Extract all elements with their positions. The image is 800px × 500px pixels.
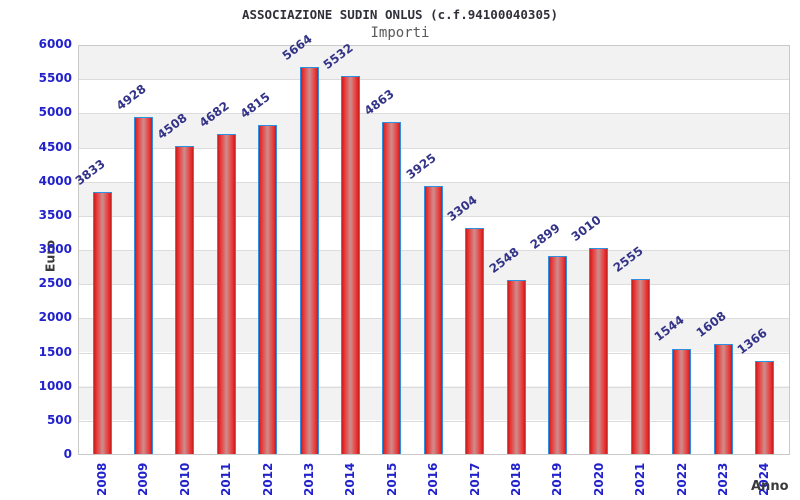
y-tick-label: 3000	[38, 242, 72, 256]
y-tick-label: 0	[63, 447, 72, 461]
bar-2018	[506, 279, 526, 454]
y-tick-label: 4000	[38, 173, 72, 188]
gridline	[79, 181, 789, 183]
x-tick-label: 2013	[302, 462, 316, 496]
chart-title: ASSOCIAZIONE SUDIN ONLUS (c.f.9410004030…	[241, 7, 559, 22]
bar-2024	[754, 360, 774, 454]
x-tick-label: 2010	[177, 462, 192, 496]
y-tick-label: 4500	[38, 139, 72, 154]
x-tick-label: 2019	[550, 462, 565, 496]
x-tick-label: 2016	[426, 462, 441, 496]
x-tick-label: 2008	[95, 462, 109, 496]
y-tick-label: 5000	[38, 105, 72, 120]
bar-2020	[589, 248, 609, 454]
x-tick-label: 2014	[343, 462, 358, 496]
gridline	[79, 147, 789, 149]
x-tick-label: 2018	[509, 462, 523, 496]
bar-2019	[547, 255, 567, 454]
x-tick-label: 2022	[674, 462, 689, 496]
x-tick-label: 2021	[633, 462, 648, 496]
bar-2016	[423, 185, 443, 454]
x-tick-label: 2015	[384, 462, 399, 496]
x-tick-label: 2011	[219, 462, 234, 496]
bar-2014	[340, 75, 360, 454]
y-tick-label: 2000	[38, 310, 72, 325]
bar-2013	[299, 66, 319, 454]
y-tick-label: 2500	[38, 276, 72, 291]
x-tick-label: 2017	[467, 462, 482, 496]
bar-2023	[713, 344, 733, 454]
bar-2010	[175, 145, 195, 454]
x-axis-title: Anno	[751, 479, 789, 494]
y-tick-label: 6000	[38, 37, 72, 51]
x-tick-label: 2020	[591, 462, 606, 496]
y-tick-label: 500	[46, 412, 72, 427]
chart-subtitle: Importi	[370, 25, 430, 41]
y-tick-label: 5500	[38, 71, 72, 86]
x-tick-label: 2012	[260, 462, 275, 496]
bar-2009	[133, 117, 153, 454]
bar-2022	[672, 348, 692, 454]
plot-area	[78, 45, 790, 455]
bar-2017	[465, 228, 485, 454]
x-tick-label: 2023	[716, 462, 730, 496]
bar-2008	[92, 192, 112, 454]
y-tick-label: 1000	[38, 378, 72, 393]
x-tick-label: 2009	[136, 462, 151, 496]
bar-2012	[258, 124, 278, 454]
bar-2015	[382, 121, 402, 454]
y-tick-label: 1500	[38, 344, 72, 359]
bar-2011	[216, 134, 236, 454]
gridline	[79, 79, 789, 81]
gridline	[79, 113, 789, 115]
bar-2021	[630, 279, 650, 454]
y-tick-label: 3500	[38, 207, 72, 222]
